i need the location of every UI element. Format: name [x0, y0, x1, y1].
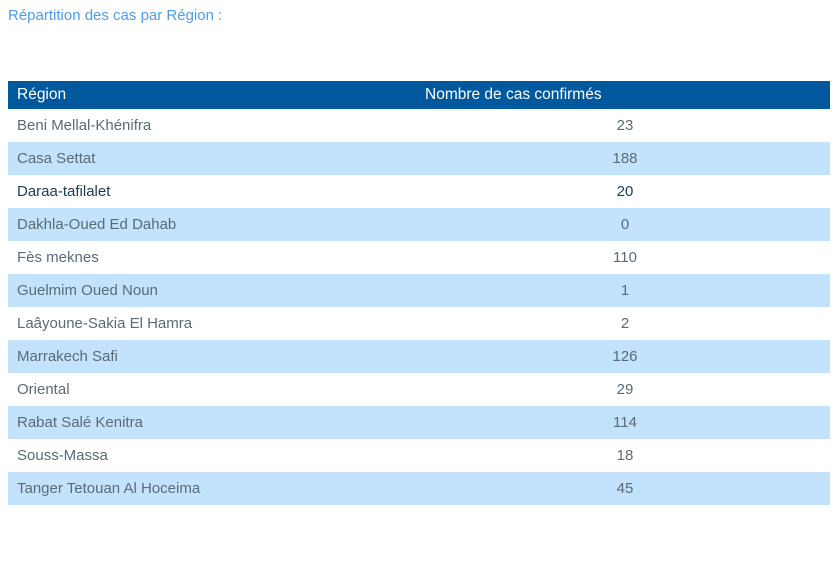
cases-by-region-table: Région Nombre de cas confirmés Beni Mell… — [8, 81, 830, 505]
cases-cell: 2 — [620, 315, 630, 332]
table-body: Beni Mellal-Khénifra 23 Casa Settat 188 … — [8, 109, 830, 505]
cases-cell: 20 — [616, 183, 634, 200]
table-row[interactable]: Guelmim Oued Noun 1 — [8, 274, 830, 307]
region-cell: Tanger Tetouan Al Hoceima — [17, 480, 201, 497]
table-header-row: Région Nombre de cas confirmés — [8, 81, 830, 109]
region-cell: Souss-Massa — [17, 447, 108, 464]
region-cell: Laâyoune-Sakia El Hamra — [17, 315, 193, 332]
cases-cell: 18 — [616, 447, 634, 464]
cases-cell: 188 — [612, 150, 638, 167]
cases-cell: 114 — [613, 414, 637, 431]
table-row[interactable]: Souss-Massa 18 — [8, 439, 830, 472]
table-header: Région Nombre de cas confirmés — [8, 81, 830, 109]
table-row[interactable]: Laâyoune-Sakia El Hamra 2 — [8, 307, 830, 340]
table-row[interactable]: Dakhla-Oued Ed Dahab 0 — [8, 208, 830, 241]
region-cell: Daraa-tafilalet — [17, 183, 111, 200]
column-header-cases[interactable]: Nombre de cas confirmés — [425, 86, 602, 103]
region-cell: Dakhla-Oued Ed Dahab — [17, 216, 177, 233]
table-row[interactable]: Fès meknes 110 — [8, 241, 830, 274]
table-row[interactable]: Tanger Tetouan Al Hoceima 45 — [8, 472, 830, 505]
region-cell: Marrakech Safi — [17, 348, 118, 365]
cases-cell: 1 — [620, 282, 630, 299]
cases-cell: 29 — [616, 381, 634, 398]
region-cell: Oriental — [17, 381, 70, 398]
region-cell: Fès meknes — [17, 249, 99, 266]
table-row[interactable]: Beni Mellal-Khénifra 23 — [8, 109, 830, 142]
region-cell: Rabat Salé Kenitra — [17, 414, 143, 431]
cases-cell: 23 — [616, 117, 634, 134]
region-cell: Casa Settat — [17, 150, 96, 167]
region-cell: Beni Mellal-Khénifra — [17, 117, 152, 134]
table-row[interactable]: Oriental 29 — [8, 373, 830, 406]
cases-cell: 126 — [612, 348, 638, 365]
region-cell: Guelmim Oued Noun — [17, 282, 158, 299]
column-header-region[interactable]: Région — [17, 86, 67, 103]
table-row[interactable]: Casa Settat 188 — [8, 142, 830, 175]
table-row[interactable]: Marrakech Safi 126 — [8, 340, 830, 373]
page-title: Répartition des cas par Région : — [8, 7, 223, 24]
cases-cell: 45 — [616, 480, 634, 497]
cases-cell: 110 — [613, 249, 637, 266]
table-row[interactable]: Rabat Salé Kenitra 114 — [8, 406, 830, 439]
table-row[interactable]: Daraa-tafilalet 20 — [8, 175, 830, 208]
cases-cell: 0 — [620, 216, 630, 233]
